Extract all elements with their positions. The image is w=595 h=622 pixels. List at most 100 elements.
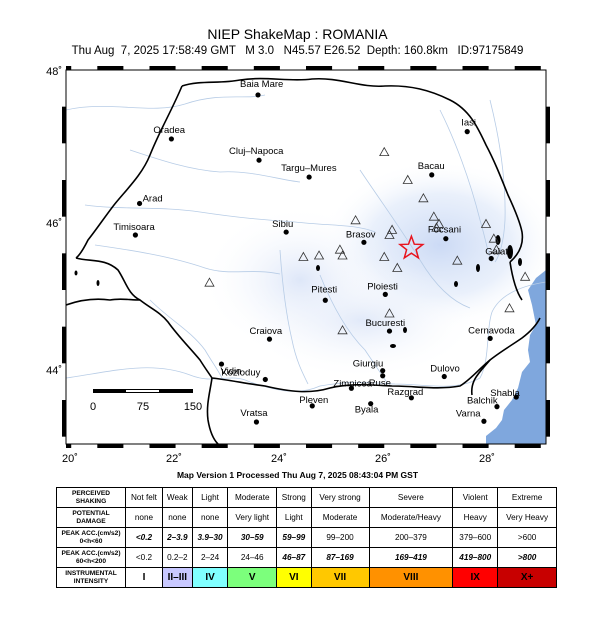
city-marker bbox=[306, 174, 312, 180]
station-marker bbox=[204, 277, 215, 287]
city-marker bbox=[136, 200, 143, 207]
event-subtitle: Thu Aug 7, 2025 17:58:49 GMT M 3.0 N45.5… bbox=[0, 45, 595, 57]
legend-cell: Weak bbox=[161, 487, 193, 508]
scale-bar: 0 75 150 bbox=[90, 389, 202, 413]
city-marker bbox=[322, 297, 328, 303]
city-label: Craiova bbox=[249, 326, 282, 337]
intensity-cell: II–III bbox=[161, 567, 193, 588]
lon-label: 20˚ bbox=[62, 453, 78, 465]
legend-row-intensity: INSTRUMENTAL INTENSITY I II–III IV V VI … bbox=[56, 567, 557, 588]
black-sea bbox=[486, 270, 546, 444]
legend-cell: 59–99 bbox=[276, 527, 312, 548]
city-marker bbox=[218, 361, 225, 367]
city-marker bbox=[487, 335, 493, 341]
station-marker bbox=[402, 174, 413, 184]
legend-cell: 87–169 bbox=[310, 547, 370, 568]
station-marker bbox=[384, 308, 395, 318]
legend-cell: 2–24 bbox=[191, 547, 229, 568]
city-marker bbox=[441, 373, 447, 380]
city-label: Razgrad bbox=[387, 387, 423, 398]
station-marker bbox=[392, 262, 403, 272]
city-marker bbox=[132, 232, 138, 238]
legend-cell: 3.9–30 bbox=[191, 527, 229, 548]
city-marker bbox=[168, 136, 174, 142]
city-label: Oradea bbox=[153, 125, 185, 136]
legend-cell: 169–419 bbox=[368, 547, 454, 568]
legend-row-acc-shallow: PEAK ACC.(cm/s2) 0<h<60 <0.2 2–3.9 3.9–3… bbox=[56, 527, 557, 548]
city-marker bbox=[443, 236, 449, 242]
legend-cell: Very light bbox=[227, 507, 278, 528]
legend-cell: 200–379 bbox=[368, 527, 454, 548]
city-label: Timisoara bbox=[113, 222, 155, 233]
legend-cell: 46–87 bbox=[276, 547, 312, 568]
event-magnitude: M 3.0 bbox=[245, 45, 275, 57]
row-header: POTENTIAL DAMAGE bbox=[56, 507, 126, 528]
legend-row-perceived: PERCEIVED SHAKING Not felt Weak Light Mo… bbox=[56, 487, 557, 508]
city-marker bbox=[380, 373, 386, 379]
intensity-cell: VIII bbox=[368, 567, 454, 588]
station-marker bbox=[504, 303, 515, 313]
latitude-labels: 48˚ 46˚ 44˚ bbox=[46, 66, 62, 377]
legend-cell: 24–46 bbox=[227, 547, 278, 568]
legend-cell: none bbox=[125, 507, 163, 528]
longitude-labels: 20˚ 22˚ 24˚ 26˚ 28˚ bbox=[62, 453, 495, 465]
city-marker bbox=[488, 255, 494, 262]
epicenter-star bbox=[397, 233, 425, 260]
city-marker bbox=[266, 336, 273, 342]
city-label: Cluj–Napoca bbox=[229, 146, 284, 157]
legend-cell: Very Heavy bbox=[497, 507, 557, 528]
lon-label: 22˚ bbox=[166, 453, 182, 465]
city-marker bbox=[283, 229, 289, 235]
intensity-cell: IX bbox=[452, 567, 499, 588]
shakemap: 48˚ 46˚ 44˚ 20˚ 22˚ 24˚ 26˚ 28˚ 0 75 150… bbox=[46, 66, 550, 465]
city-marker bbox=[513, 394, 519, 400]
legend-cell: 379–600 bbox=[452, 527, 499, 548]
legend-cell: Heavy bbox=[452, 507, 499, 528]
event-depth: Depth: 160.8km bbox=[366, 45, 448, 57]
map-frame bbox=[62, 66, 550, 448]
city-label: Balchik bbox=[467, 396, 498, 407]
station-marker bbox=[313, 250, 325, 260]
station-marker bbox=[334, 244, 346, 254]
station-marker bbox=[418, 193, 429, 203]
city-label: Sibiu bbox=[272, 219, 293, 230]
lon-label: 24˚ bbox=[271, 453, 287, 465]
city-label: Varna bbox=[456, 408, 481, 419]
legend-cell: none bbox=[161, 507, 193, 528]
city-label: Kozloduy bbox=[221, 367, 260, 378]
station-marker bbox=[519, 271, 531, 281]
legend-cell: Strong bbox=[276, 487, 312, 508]
station-marker bbox=[431, 222, 442, 232]
city-marker bbox=[429, 172, 435, 178]
intensity-cell: VI bbox=[276, 567, 312, 588]
legend-cell: 99–200 bbox=[310, 527, 370, 548]
intensity-cell: VII bbox=[310, 567, 370, 588]
station-marker bbox=[480, 218, 492, 228]
scale-label: 150 bbox=[184, 401, 202, 413]
legend-row-damage: POTENTIAL DAMAGE none none none Very lig… bbox=[56, 507, 557, 528]
legend-cell: Light bbox=[191, 487, 229, 508]
station-marker bbox=[386, 224, 398, 234]
city-label: Vratsa bbox=[240, 408, 268, 419]
city-label: Galati bbox=[485, 246, 510, 257]
borders bbox=[66, 77, 541, 444]
legend-cell: >600 bbox=[497, 527, 557, 548]
station-marker bbox=[298, 251, 309, 261]
station-marker bbox=[379, 146, 390, 157]
city-label: Zimnicea bbox=[333, 378, 372, 389]
intensity-cell: X+ bbox=[497, 567, 557, 588]
legend-cell: 419–800 bbox=[452, 547, 499, 568]
legend-cell: Moderate bbox=[310, 507, 370, 528]
city-marker bbox=[382, 291, 388, 297]
event-date: Thu Aug 7, 2025 17:58:49 GMT bbox=[71, 45, 236, 57]
city-label: Ruse bbox=[369, 378, 391, 389]
city-marker bbox=[348, 385, 354, 391]
city-label: Vidin bbox=[220, 366, 241, 377]
station-marker bbox=[337, 250, 348, 260]
city-label: Ploiesti bbox=[367, 281, 398, 292]
station-marker bbox=[491, 244, 502, 254]
intensity-cell: IV bbox=[191, 567, 229, 588]
station-marker bbox=[488, 233, 500, 243]
row-header: PERCEIVED SHAKING bbox=[56, 487, 126, 508]
city-marker bbox=[464, 129, 470, 135]
